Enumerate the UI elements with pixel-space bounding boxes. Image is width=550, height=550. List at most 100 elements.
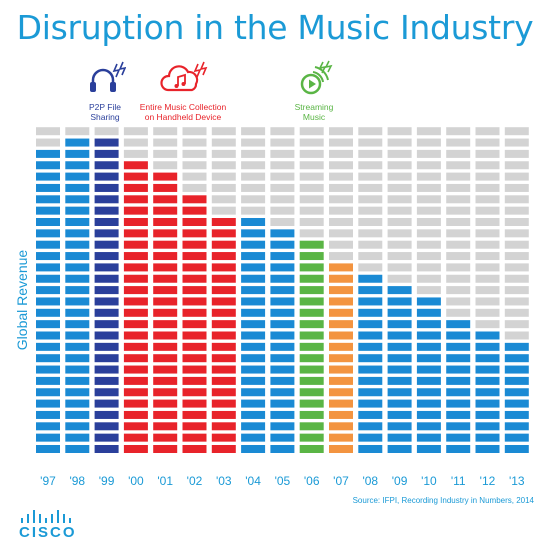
bar-segment [211,354,236,363]
bar-segment [387,376,412,385]
empty-segment [270,172,295,181]
bar-segment [475,399,500,408]
empty-segment [299,229,324,238]
bar-segment [65,399,90,408]
empty-segment [153,138,178,147]
empty-segment [270,195,295,204]
bar-segment [504,410,529,419]
bar-segment [504,388,529,397]
bar-segment [299,252,324,261]
x-tick-label: '03 [216,474,232,488]
bar-segment [270,252,295,261]
empty-segment [329,183,353,192]
bar-segment [241,240,266,249]
bar-segment [123,240,148,249]
bar-segment [211,445,236,453]
empty-segment [182,149,207,158]
bar-segment [36,263,60,272]
bar-segment [358,274,383,283]
empty-segment [270,218,295,226]
empty-segment [416,127,441,136]
bar-segment [358,286,383,295]
bar-segment [416,365,441,374]
bar-segment [270,240,295,249]
empty-segment [358,138,383,147]
bar-segment [123,399,148,408]
bar-segment [123,354,148,363]
empty-segment [387,172,412,181]
bar-segment [387,365,412,374]
empty-segment [504,286,529,295]
bar-segment [123,410,148,419]
bar-segment [182,445,207,453]
bar-segment [241,297,266,306]
bar-segment [241,229,266,238]
bar-segment [211,365,236,374]
bar-segment [36,183,60,192]
empty-segment [94,127,119,136]
bar-11 [446,127,471,453]
bar-segment [241,286,266,295]
event-label-line: Entire Music Collection [139,102,227,112]
empty-segment [153,127,178,136]
empty-segment [475,297,500,306]
empty-segment [123,127,148,136]
empty-segment [211,127,236,136]
bar-segment [270,388,295,397]
bar-segment [270,422,295,431]
bar-segment [446,445,471,453]
bar-segment [36,149,60,158]
bar-segment [504,354,529,363]
bar-segment [94,138,119,147]
bar-segment [270,342,295,351]
empty-segment [270,206,295,215]
bar-segment [358,365,383,374]
bar-segment [416,388,441,397]
bar-segment [358,342,383,351]
bar-segment [299,433,324,442]
empty-segment [387,274,412,283]
bar-segment [153,274,178,283]
bar-segment [36,445,60,453]
bar-segment [416,376,441,385]
bar-segment [475,331,500,340]
bar-segment [65,365,90,374]
bar-segment [65,320,90,329]
bar-97 [36,127,60,453]
bar-segment [36,399,60,408]
bar-segment [65,149,90,158]
bar-segment [153,388,178,397]
bar-segment [36,308,60,317]
empty-segment [153,149,178,158]
bar-segment [475,433,500,442]
empty-segment [504,149,529,158]
bar-segment [416,331,441,340]
bar-segment [182,342,207,351]
bar-segment [123,274,148,283]
bar-segment [182,376,207,385]
empty-segment [241,161,266,170]
bar-segment [153,376,178,385]
bar-segment [329,388,353,397]
bar-segment [270,274,295,283]
bar-segment [123,422,148,431]
bar-segment [153,297,178,306]
source-note: Source: IFPI, Recording Industry in Numb… [352,496,534,505]
empty-segment [329,229,353,238]
empty-segment [387,149,412,158]
bar-segment [504,422,529,431]
bar-segment [94,149,119,158]
bar-segment [94,365,119,374]
bar-segment [329,365,353,374]
bar-segment [446,388,471,397]
bar-segment [65,229,90,238]
bar-segment [241,308,266,317]
x-tick-label: '10 [421,474,437,488]
event-label-line: on Handheld Device [144,112,222,122]
empty-segment [446,274,471,283]
x-tick-label: '07 [333,474,349,488]
bar-segment [65,218,90,226]
bar-segment [182,433,207,442]
x-tick-label: '06 [304,474,320,488]
bar-segment [416,410,441,419]
